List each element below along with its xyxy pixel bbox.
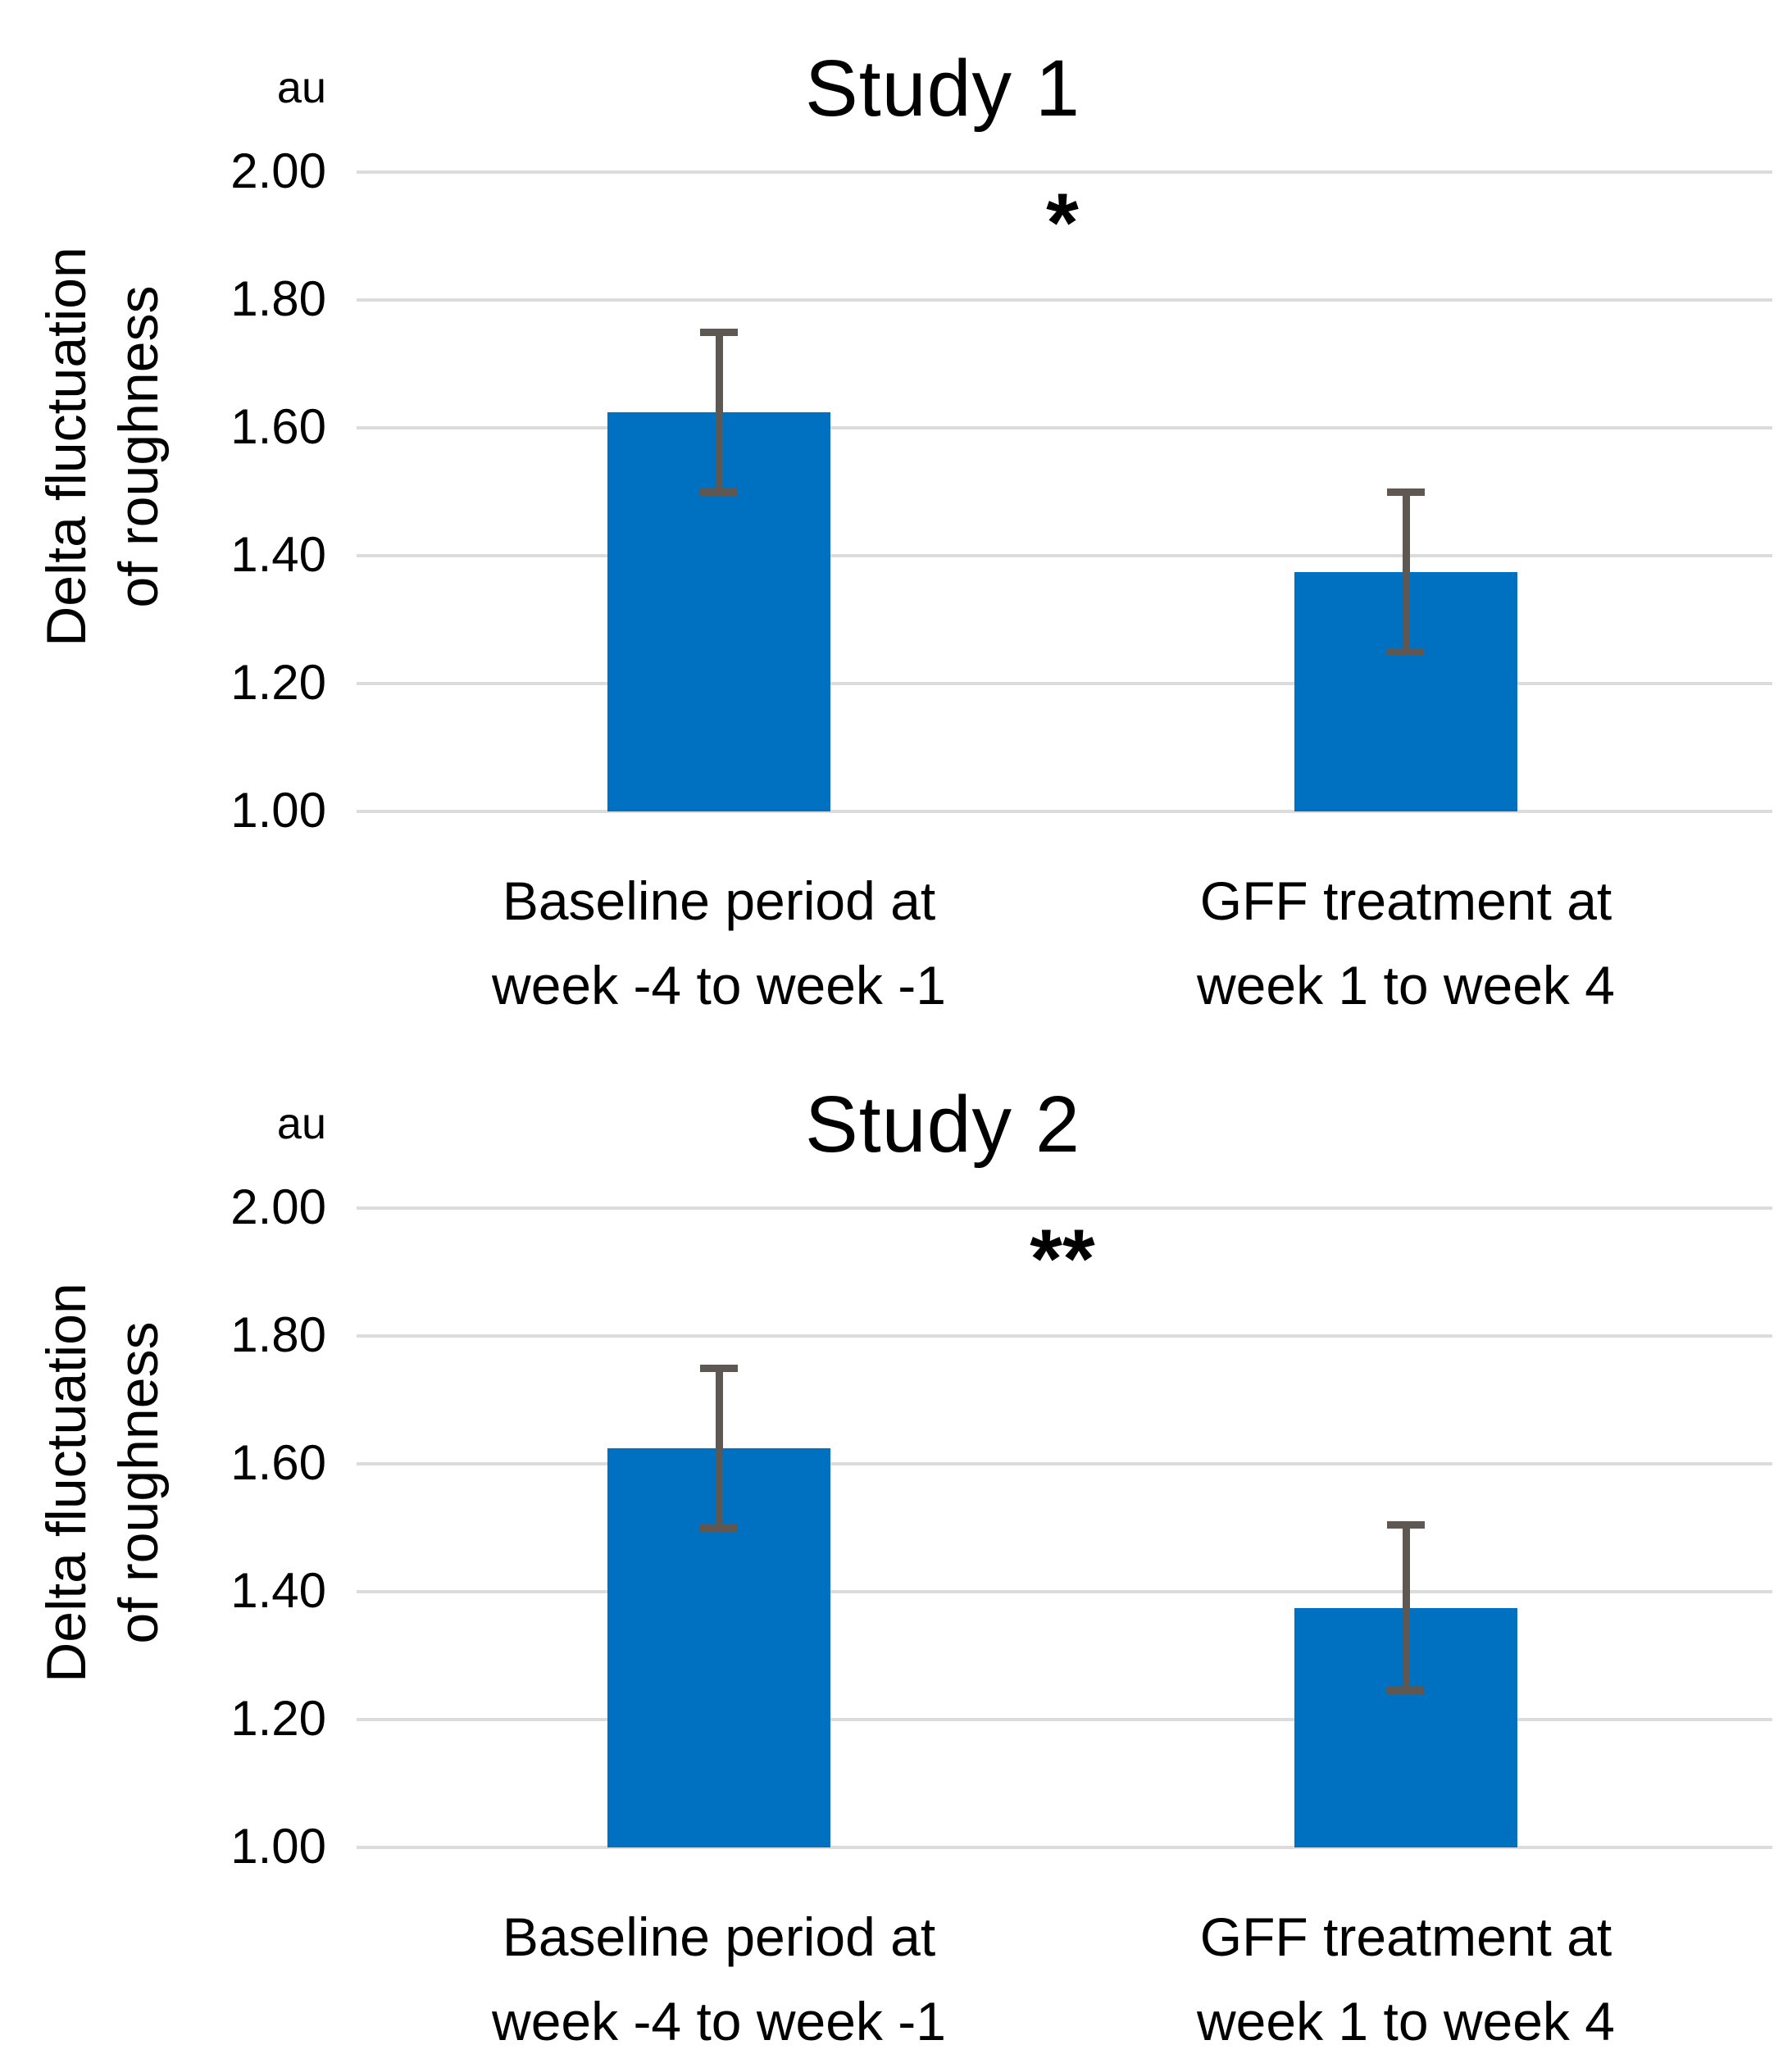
gridline bbox=[357, 426, 1772, 429]
gridline bbox=[357, 810, 1772, 813]
chart-title: Study 1 bbox=[805, 43, 1080, 133]
chart-panel-study-2: Study 2 au Delta fluctuation of roughnes… bbox=[0, 1036, 1792, 2072]
y-axis-unit-label: au bbox=[276, 63, 326, 112]
y-axis-unit-label: au bbox=[276, 1099, 326, 1148]
chart-title: Study 2 bbox=[805, 1079, 1080, 1169]
error-bar-cap bbox=[700, 1364, 738, 1372]
error-bar-line bbox=[1402, 1524, 1410, 1691]
x-category-label: Baseline period at week -4 to week -1 bbox=[492, 1895, 946, 2064]
x-category-label-line: Baseline period at bbox=[502, 1906, 936, 1967]
plot-area: 2.00 1.80 1.60 1.40 1.20 1.00 ** Baseline perio… bbox=[0, 1036, 1792, 2072]
error-bar-cap bbox=[700, 328, 738, 336]
error-bar-cap bbox=[700, 1524, 738, 1532]
gridline bbox=[357, 298, 1772, 302]
y-tick-label: 1.20 bbox=[230, 655, 326, 711]
error-bar-cap bbox=[1387, 648, 1425, 656]
error-bar-line bbox=[715, 1368, 723, 1528]
error-bar-cap bbox=[1387, 1520, 1425, 1529]
error-bar-cap bbox=[700, 488, 738, 496]
y-tick-label: 1.60 bbox=[230, 1435, 326, 1491]
y-tick-label: 2.00 bbox=[230, 143, 326, 199]
x-category-label-line: Baseline period at bbox=[502, 870, 936, 931]
y-tick-label: 1.60 bbox=[230, 399, 326, 455]
gridline bbox=[357, 1462, 1772, 1465]
error-bar-cap bbox=[1387, 1687, 1425, 1695]
y-tick-label: 1.40 bbox=[230, 1563, 326, 1619]
gridline bbox=[357, 1718, 1772, 1721]
gridline bbox=[357, 682, 1772, 685]
x-category-label: Baseline period at week -4 to week -1 bbox=[492, 859, 946, 1028]
y-tick-label: 1.00 bbox=[230, 783, 326, 838]
gridline bbox=[357, 1590, 1772, 1593]
x-category-label-line: week -4 to week -1 bbox=[492, 1991, 946, 2052]
x-category-label-line: GFF treatment at bbox=[1199, 870, 1612, 931]
error-bar-line bbox=[1402, 492, 1410, 652]
x-category-label-line: week 1 to week 4 bbox=[1197, 955, 1615, 1016]
gridline bbox=[357, 1334, 1772, 1338]
gridline bbox=[357, 170, 1772, 174]
y-tick-label: 2.00 bbox=[230, 1179, 326, 1235]
significance-stars: ** bbox=[1030, 1211, 1095, 1306]
error-bar-line bbox=[715, 332, 723, 492]
y-tick-label: 1.20 bbox=[230, 1691, 326, 1747]
gridline bbox=[357, 554, 1772, 557]
x-category-label: GFF treatment at week 1 to week 4 bbox=[1197, 859, 1615, 1028]
y-tick-label: 1.40 bbox=[230, 527, 326, 583]
x-category-label-line: week 1 to week 4 bbox=[1197, 1991, 1615, 2052]
y-tick-label: 1.00 bbox=[230, 1819, 326, 1874]
x-category-label: GFF treatment at week 1 to week 4 bbox=[1197, 1895, 1615, 2064]
y-tick-label: 1.80 bbox=[230, 271, 326, 327]
x-category-label-line: week -4 to week -1 bbox=[492, 955, 946, 1016]
chart-panel-study-1: Study 1 au Delta fluctuation of roughnes… bbox=[35, 43, 1772, 1028]
error-bar-cap bbox=[1387, 488, 1425, 496]
significance-stars: * bbox=[1046, 175, 1079, 270]
plot-area: 2.00 1.80 1.60 1.40 1.20 1.00 * Baseline period… bbox=[230, 143, 1772, 1028]
y-tick-label: 1.80 bbox=[230, 1307, 326, 1363]
gridline bbox=[357, 1846, 1772, 1849]
x-category-label-line: GFF treatment at bbox=[1199, 1906, 1612, 1967]
gridline bbox=[357, 1206, 1772, 1210]
